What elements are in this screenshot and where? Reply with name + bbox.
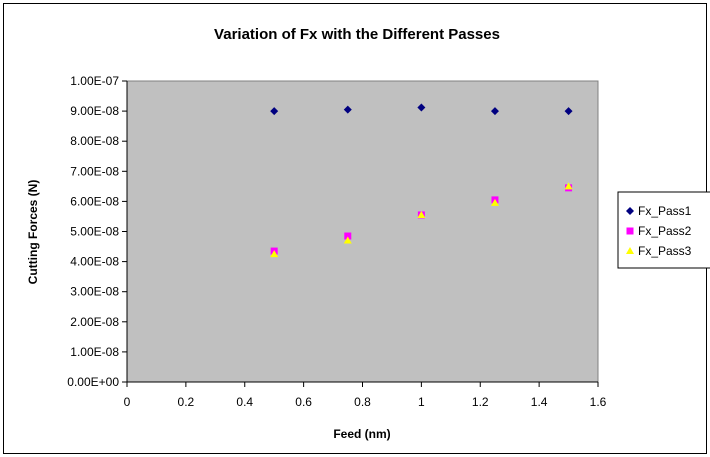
data-point	[270, 107, 279, 116]
x-tick-label: 0.2	[178, 395, 195, 409]
data-point	[270, 250, 279, 258]
y-axis: 0.00E+00 1.00E-08 2.00E-08 3.00E-08 4.00E-08…	[67, 74, 128, 389]
x-tick-label: 1.6	[590, 395, 607, 409]
data-point	[417, 103, 426, 112]
data-point	[564, 182, 573, 190]
x-tick-label: 0	[124, 395, 131, 409]
data-point	[343, 105, 352, 114]
y-tick-label: 2.00E-08	[70, 315, 119, 329]
x-tick-label: 1	[418, 395, 425, 409]
y-tick-label: 8.00E-08	[70, 134, 119, 148]
legend: Fx_Pass1 Fx_Pass2 Fx_Pass3	[617, 191, 710, 269]
y-tick-label: 1.00E-07	[70, 74, 119, 88]
data-point	[564, 107, 573, 116]
data-point	[344, 232, 352, 240]
plot-area	[126, 80, 599, 383]
y-tick-label: 1.00E-08	[70, 345, 119, 359]
legend-label: Fx_Pass1	[638, 204, 692, 218]
data-point	[490, 198, 499, 206]
series-1	[270, 103, 573, 116]
legend-marker	[626, 207, 634, 215]
data-series	[270, 103, 573, 258]
x-axis: 0 0.2 0.4 0.6 0.8 1 1.2 1.4 1.6	[124, 381, 607, 409]
x-tick-label: 0.4	[236, 395, 253, 409]
series-3	[270, 182, 573, 258]
data-point	[343, 236, 352, 244]
y-tick-label: 9.00E-08	[70, 104, 119, 118]
data-point	[417, 210, 426, 218]
legend-label: Fx_Pass3	[638, 244, 692, 258]
data-point	[490, 107, 499, 116]
x-tick-label: 1.4	[531, 395, 548, 409]
x-tick-label: 0.8	[354, 395, 371, 409]
legend-marker	[626, 247, 634, 254]
y-tick-label: 0.00E+00	[67, 375, 119, 389]
y-tick-label: 5.00E-08	[70, 225, 119, 239]
y-tick-label: 6.00E-08	[70, 194, 119, 208]
x-axis-title: Feed (nm)	[333, 427, 390, 441]
y-tick-label: 3.00E-08	[70, 285, 119, 299]
chart-title: Variation of Fx with the Different Passe…	[214, 26, 500, 43]
x-tick-label: 1.2	[472, 395, 489, 409]
y-axis-title: Cutting Forces (N)	[26, 180, 40, 285]
x-tick-label: 0.6	[295, 395, 312, 409]
legend-marker	[626, 227, 634, 235]
y-tick-label: 7.00E-08	[70, 164, 119, 178]
y-tick-label: 4.00E-08	[70, 255, 119, 269]
legend-label: Fx_Pass2	[638, 224, 692, 238]
